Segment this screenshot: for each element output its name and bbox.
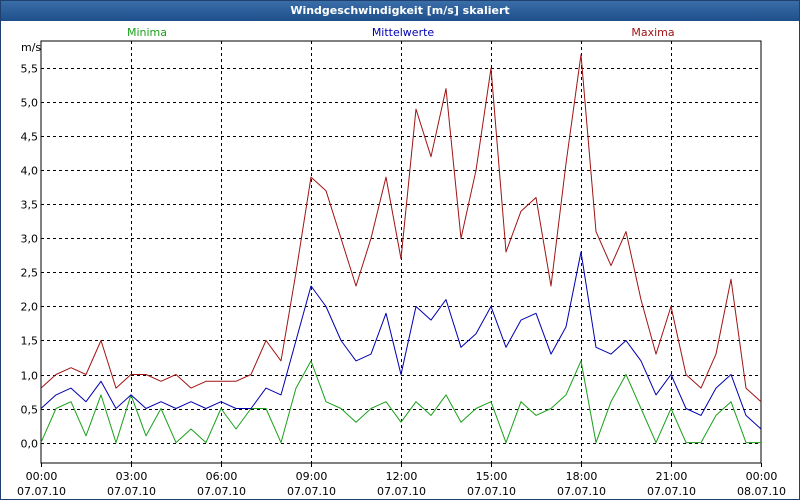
y-tick-label: 4,5 <box>21 131 39 144</box>
y-tick-label: 5,5 <box>21 63 39 76</box>
y-tick-label: 1,5 <box>21 335 39 348</box>
x-tick-time: 00:00 <box>26 470 58 483</box>
y-tick-label: 1,0 <box>21 370 39 383</box>
x-tick-date: 07.07.10 <box>557 485 606 498</box>
x-tick-date: 07.07.10 <box>17 485 66 498</box>
x-tick-date: 07.07.10 <box>197 485 246 498</box>
series-line-maxima <box>40 54 762 403</box>
y-tick-label: 0,5 <box>21 404 39 417</box>
x-tick-time: 00:00 <box>746 470 778 483</box>
x-tick-date: 08.07.10 <box>737 485 786 498</box>
series-line-mittelwerte <box>40 251 762 430</box>
y-tick-label: 3,5 <box>21 199 39 212</box>
y-tick-label: 3,0 <box>21 233 39 246</box>
x-tick-time: 15:00 <box>476 470 508 483</box>
x-tick-time: 03:00 <box>116 470 148 483</box>
x-tick-date: 07.07.10 <box>467 485 516 498</box>
legend-mittelwerte: Mittelwerte <box>372 26 435 39</box>
y-tick-label: 5,0 <box>21 97 39 110</box>
x-tick-time: 09:00 <box>296 470 328 483</box>
x-tick-time: 21:00 <box>656 470 688 483</box>
series-line-minima <box>40 360 761 444</box>
x-tick-time: 18:00 <box>566 470 598 483</box>
legend-maxima: Maxima <box>631 26 674 39</box>
y-axis-label: m/s <box>21 41 41 54</box>
y-tick-label: 2,5 <box>21 267 39 280</box>
y-tick-label: 0,0 <box>21 438 39 451</box>
window-title: Windgeschwindigkeit [m/s] skaliert <box>1 1 799 21</box>
x-tick-date: 07.07.10 <box>287 485 336 498</box>
x-tick-date: 07.07.10 <box>377 485 426 498</box>
x-tick-date: 07.07.10 <box>107 485 156 498</box>
x-tick-date: 07.07.10 <box>647 485 696 498</box>
legend-minima: Minima <box>127 26 167 39</box>
y-tick-label: 2,0 <box>21 301 39 314</box>
x-tick-time: 06:00 <box>206 470 238 483</box>
x-tick-time: 12:00 <box>386 470 418 483</box>
y-tick-label: 4,0 <box>21 165 39 178</box>
